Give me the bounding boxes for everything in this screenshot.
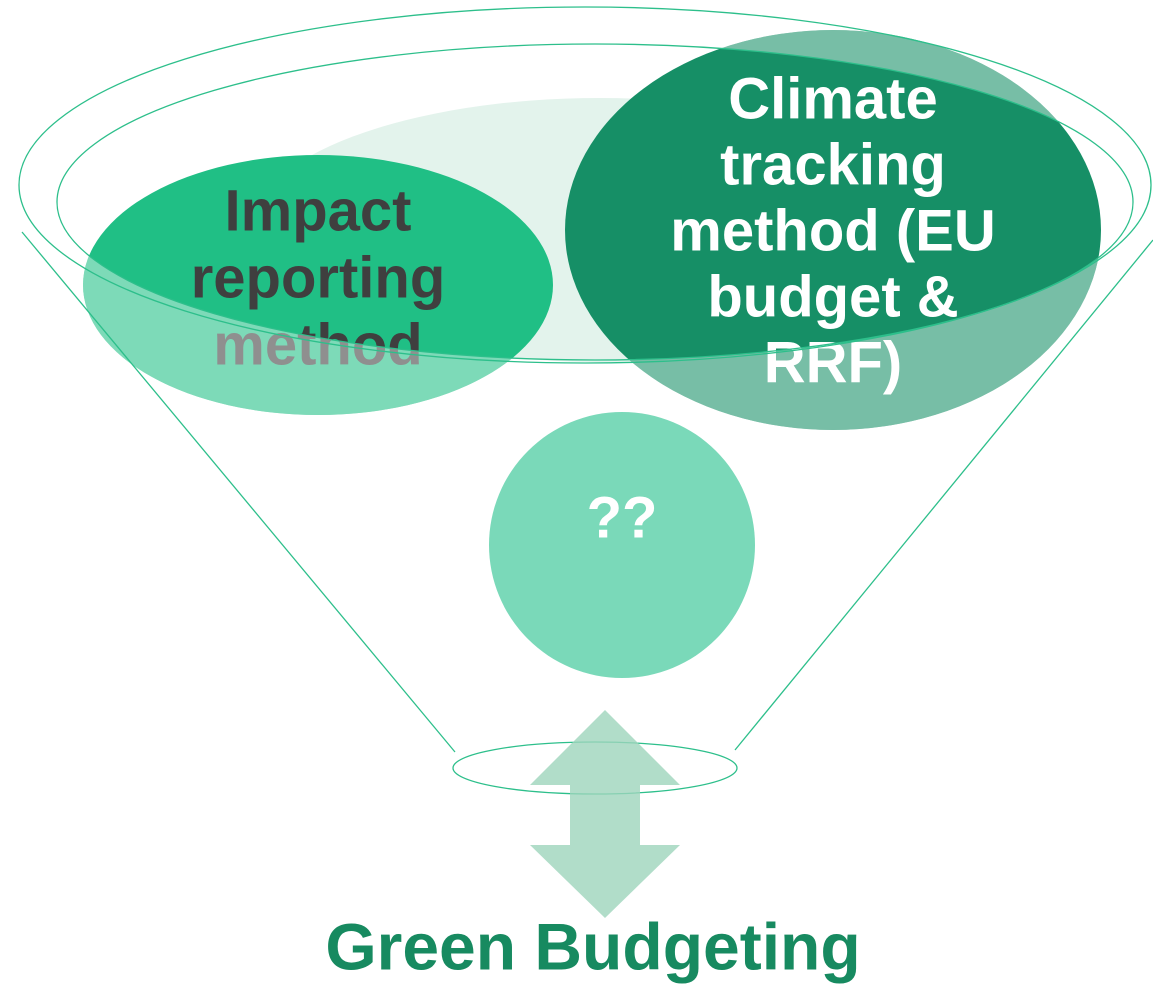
node-ellipse xyxy=(565,30,1101,430)
node-label-line: budget & xyxy=(707,264,958,329)
funnel-side xyxy=(734,239,1153,751)
node-label-line: ?? xyxy=(587,485,658,550)
node-label-line: method (EU xyxy=(670,198,995,263)
node-label-line: Impact xyxy=(225,178,412,243)
double-arrow xyxy=(530,710,680,918)
funnel-rim-outer xyxy=(18,6,1152,364)
node-label-line: tracking xyxy=(720,132,946,197)
node-ellipse xyxy=(83,155,553,415)
node-label: ?? xyxy=(587,485,658,550)
output-label: Green Budgeting xyxy=(325,909,860,983)
funnel-rim-inner xyxy=(56,43,1134,361)
funnel-side xyxy=(21,231,456,753)
node-circle xyxy=(489,412,755,678)
node-label-line: reporting xyxy=(191,245,446,310)
node-label-line: Climate xyxy=(728,66,938,131)
node-label-line: RRF) xyxy=(764,330,903,395)
